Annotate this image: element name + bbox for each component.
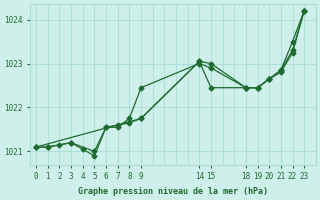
X-axis label: Graphe pression niveau de la mer (hPa): Graphe pression niveau de la mer (hPa) (78, 187, 268, 196)
